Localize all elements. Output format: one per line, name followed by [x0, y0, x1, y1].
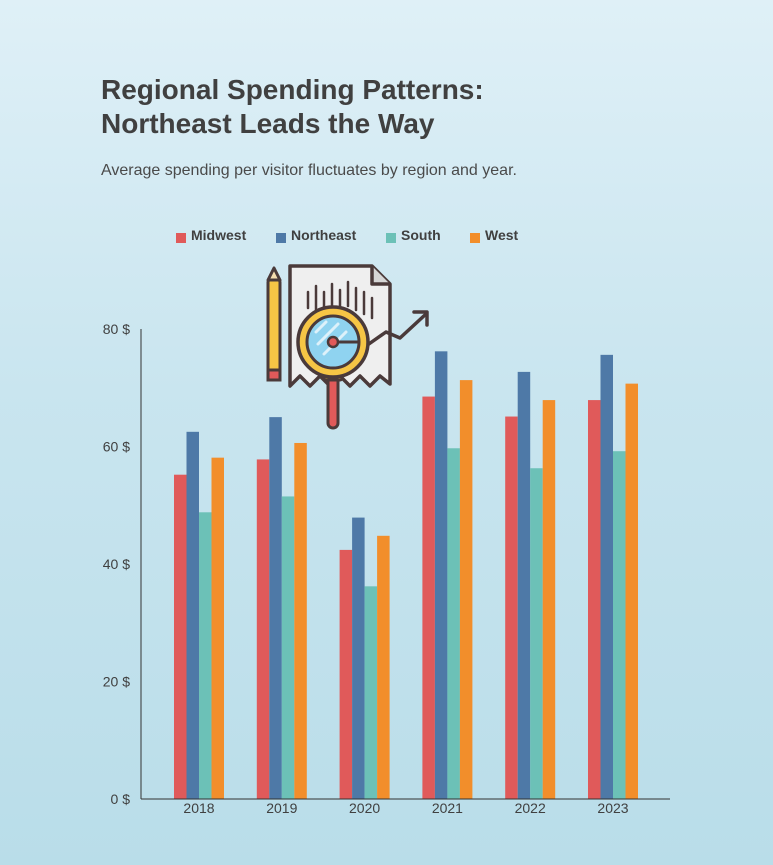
bar-west-2021 [459, 380, 473, 799]
bar-west-2023 [625, 383, 638, 799]
legend-item-south: South [386, 226, 441, 243]
legend-swatch [470, 233, 480, 243]
x-tick-label: 2020 [349, 800, 380, 816]
bar-south-2021 [447, 448, 460, 799]
report-magnifier-icon [262, 262, 434, 434]
legend-item-west: West [470, 226, 518, 243]
bar-northeast-2018 [186, 431, 199, 799]
bar-south-2022 [530, 468, 543, 799]
chart-title-line-1: Regional Spending Patterns: [101, 74, 484, 105]
bar-west-2020 [377, 535, 390, 799]
x-tick-label: 2023 [597, 800, 628, 816]
y-tick-label: 0 $ [111, 791, 131, 807]
bar-midwest-2022 [505, 416, 518, 799]
bar-south-2019 [281, 496, 295, 799]
bar-midwest-2019 [256, 459, 270, 799]
legend-swatch [386, 233, 396, 243]
bar-south-2020 [364, 586, 378, 799]
legend-item-northeast: Northeast [276, 226, 356, 243]
bar-west-2022 [542, 400, 556, 799]
y-tick-label: 80 $ [103, 321, 130, 337]
bar-northeast-2020 [352, 517, 365, 799]
bar-south-2023 [613, 451, 626, 799]
legend-label: Midwest [191, 226, 247, 243]
chart-subtitle: Average spending per visitor fluctuates … [101, 162, 517, 179]
legend-item-midwest: Midwest [176, 226, 246, 243]
legend-label: Northeast [291, 226, 357, 243]
bar-northeast-2019 [269, 417, 282, 799]
bar-northeast-2023 [600, 354, 613, 799]
chart-title-line-2: Northeast Leads the Way [101, 108, 435, 139]
bars-group [174, 351, 638, 799]
x-tick-labels: 2018 2019 2020 2021 2022 2023 [183, 800, 628, 816]
y-tick-labels: 0 $ 20 $ 40 $ 60 $ 80 $ [103, 321, 130, 807]
bar-midwest-2020 [339, 549, 353, 799]
legend-label: West [485, 226, 519, 243]
bar-west-2018 [211, 457, 224, 799]
bar-west-2019 [294, 442, 307, 799]
legend-label: South [401, 226, 441, 243]
bar-midwest-2018 [174, 474, 187, 799]
bar-midwest-2023 [588, 400, 601, 799]
y-tick-label: 40 $ [103, 556, 130, 572]
bar-northeast-2022 [517, 371, 531, 799]
x-tick-label: 2021 [432, 800, 463, 816]
chart-title: Regional Spending Patterns: Northeast Le… [101, 73, 701, 141]
y-tick-label: 20 $ [103, 674, 130, 690]
x-tick-label: 2019 [266, 800, 297, 816]
x-tick-label: 2022 [515, 800, 546, 816]
bar-south-2018 [199, 512, 212, 799]
bar-midwest-2021 [422, 396, 435, 799]
y-tick-label: 60 $ [103, 439, 130, 455]
x-tick-label: 2018 [183, 800, 214, 816]
legend-swatch [176, 233, 186, 243]
legend-swatch [276, 233, 286, 243]
bar-northeast-2021 [434, 351, 448, 799]
